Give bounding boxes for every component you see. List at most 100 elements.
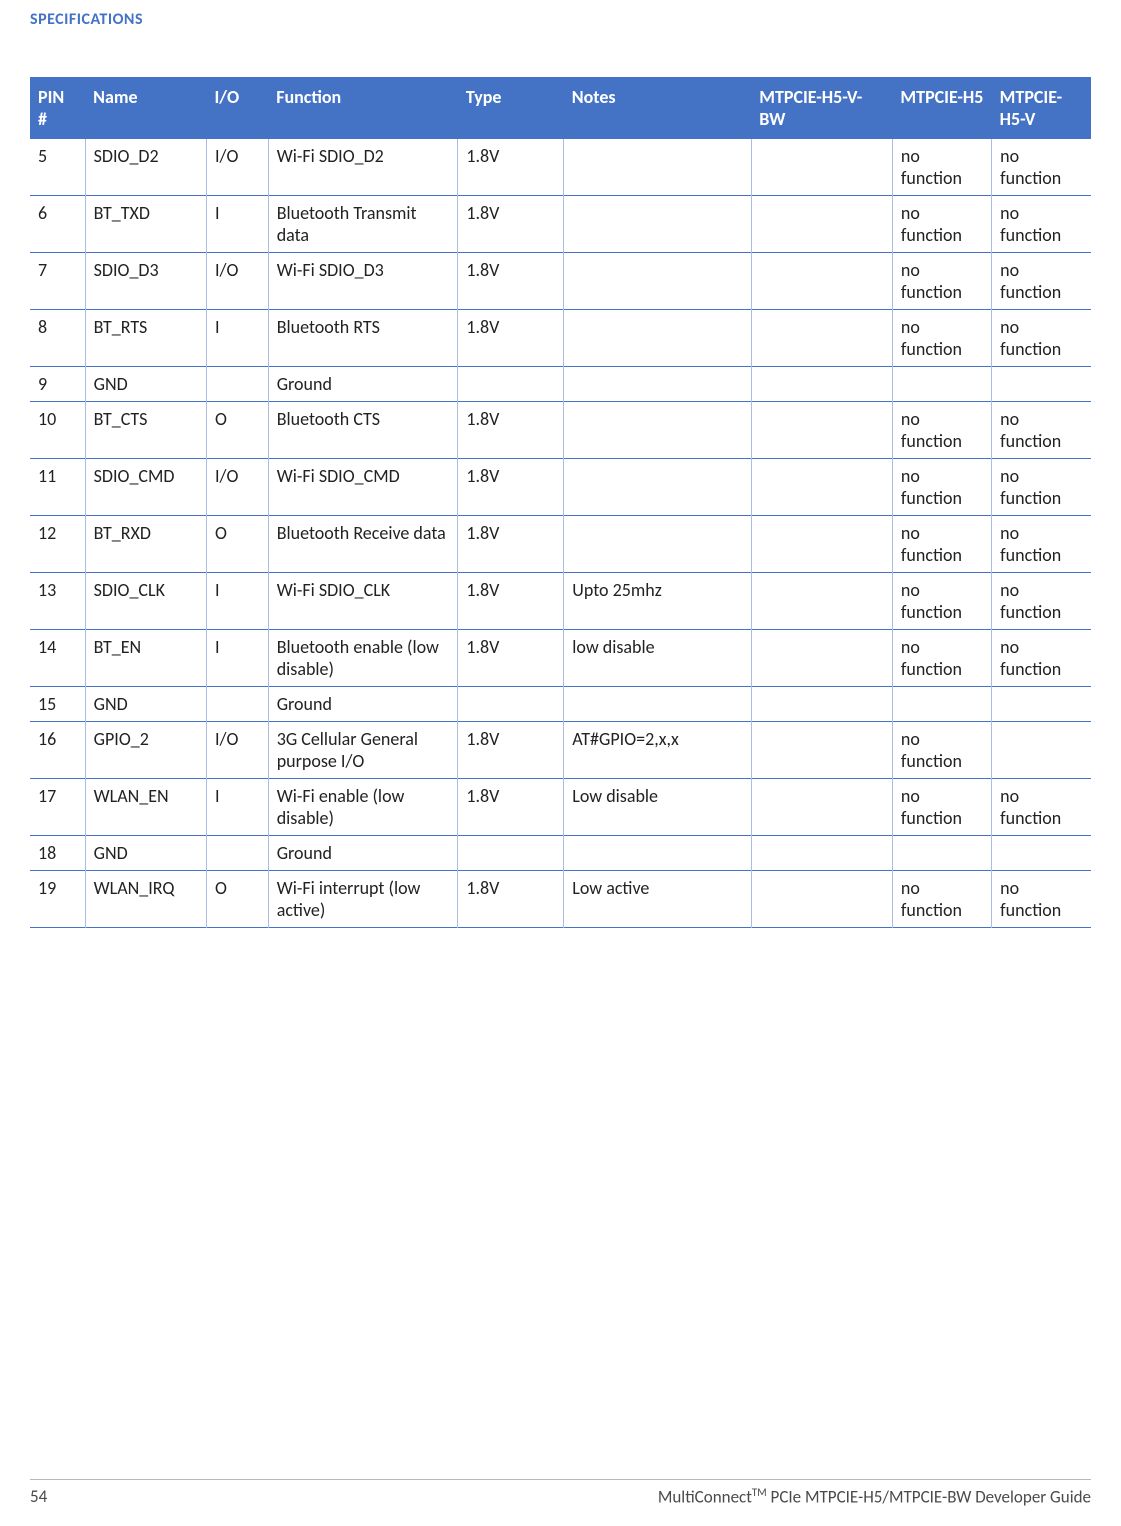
cell-mh5v: no function — [992, 779, 1091, 836]
table-row: 6BT_TXDIBluetooth Transmit data1.8Vno fu… — [30, 196, 1091, 253]
table-row: 16GPIO_2I/O3G Cellular General purpose I… — [30, 722, 1091, 779]
col-notes: Notes — [564, 78, 751, 139]
cell-io: O — [206, 871, 268, 928]
table-row: 15GNDGround — [30, 687, 1091, 722]
cell-type: 1.8V — [458, 196, 564, 253]
cell-name: GND — [85, 367, 206, 402]
col-mbw: MTPCIE-H5-V-BW — [751, 78, 892, 139]
cell-type: 1.8V — [458, 310, 564, 367]
cell-mh5: no function — [892, 779, 991, 836]
cell-mh5: no function — [892, 253, 991, 310]
cell-mh5v: no function — [992, 310, 1091, 367]
cell-notes — [564, 310, 751, 367]
table-body: 5SDIO_D2I/OWi-Fi SDIO_D21.8Vno functionn… — [30, 139, 1091, 928]
cell-mbw — [751, 367, 892, 402]
cell-type — [458, 836, 564, 871]
cell-mh5: no function — [892, 722, 991, 779]
cell-func: Bluetooth enable (low disable) — [268, 630, 458, 687]
col-pin: PIN # — [30, 78, 85, 139]
cell-mh5v — [992, 836, 1091, 871]
cell-mh5: no function — [892, 516, 991, 573]
cell-mh5v: no function — [992, 573, 1091, 630]
cell-mbw — [751, 871, 892, 928]
cell-pin: 16 — [30, 722, 85, 779]
cell-io: I — [206, 779, 268, 836]
cell-mh5v: no function — [992, 253, 1091, 310]
cell-pin: 12 — [30, 516, 85, 573]
cell-pin: 11 — [30, 459, 85, 516]
cell-notes — [564, 687, 751, 722]
cell-pin: 9 — [30, 367, 85, 402]
doc-title-prefix: MultiConnect — [658, 1487, 752, 1508]
cell-name: GND — [85, 836, 206, 871]
cell-pin: 8 — [30, 310, 85, 367]
cell-mh5: no function — [892, 630, 991, 687]
cell-mbw — [751, 630, 892, 687]
table-row: 9GNDGround — [30, 367, 1091, 402]
col-name: Name — [85, 78, 206, 139]
cell-notes — [564, 459, 751, 516]
cell-pin: 17 — [30, 779, 85, 836]
cell-mh5 — [892, 687, 991, 722]
cell-notes: Upto 25mhz — [564, 573, 751, 630]
cell-func: Bluetooth Transmit data — [268, 196, 458, 253]
trademark-symbol: TM — [752, 1486, 767, 1499]
cell-mbw — [751, 573, 892, 630]
cell-name: SDIO_D2 — [85, 139, 206, 196]
cell-pin: 18 — [30, 836, 85, 871]
cell-pin: 10 — [30, 402, 85, 459]
col-type: Type — [458, 78, 564, 139]
cell-notes — [564, 402, 751, 459]
table-row: 18GNDGround — [30, 836, 1091, 871]
cell-notes — [564, 836, 751, 871]
cell-func: Wi-Fi SDIO_CLK — [268, 573, 458, 630]
cell-mh5v: no function — [992, 516, 1091, 573]
cell-type: 1.8V — [458, 402, 564, 459]
cell-mh5v — [992, 367, 1091, 402]
cell-pin: 6 — [30, 196, 85, 253]
cell-name: BT_EN — [85, 630, 206, 687]
cell-func: 3G Cellular General purpose I/O — [268, 722, 458, 779]
cell-mh5: no function — [892, 139, 991, 196]
col-io: I/O — [206, 78, 268, 139]
table-row: 7SDIO_D3I/OWi-Fi SDIO_D31.8Vno functionn… — [30, 253, 1091, 310]
cell-notes — [564, 196, 751, 253]
cell-mh5v: no function — [992, 630, 1091, 687]
cell-mbw — [751, 516, 892, 573]
table-row: 17WLAN_ENIWi-Fi enable (low disable)1.8V… — [30, 779, 1091, 836]
cell-type: 1.8V — [458, 871, 564, 928]
cell-mh5v: no function — [992, 139, 1091, 196]
cell-name: GPIO_2 — [85, 722, 206, 779]
cell-type: 1.8V — [458, 722, 564, 779]
cell-notes: AT#GPIO=2,x,x — [564, 722, 751, 779]
cell-name: BT_TXD — [85, 196, 206, 253]
cell-func: Ground — [268, 687, 458, 722]
cell-name: WLAN_IRQ — [85, 871, 206, 928]
cell-type: 1.8V — [458, 779, 564, 836]
cell-io: I/O — [206, 253, 268, 310]
cell-func: Bluetooth Receive data — [268, 516, 458, 573]
table-row: 14BT_ENIBluetooth enable (low disable)1.… — [30, 630, 1091, 687]
cell-io: I — [206, 196, 268, 253]
cell-name: WLAN_EN — [85, 779, 206, 836]
cell-name: BT_RTS — [85, 310, 206, 367]
cell-notes — [564, 139, 751, 196]
cell-name: GND — [85, 687, 206, 722]
table-row: 19WLAN_IRQOWi-Fi interrupt (low active)1… — [30, 871, 1091, 928]
col-func: Function — [268, 78, 458, 139]
cell-mh5: no function — [892, 871, 991, 928]
table-row: 12BT_RXDOBluetooth Receive data1.8Vno fu… — [30, 516, 1091, 573]
page-number: 54 — [30, 1486, 47, 1508]
cell-pin: 19 — [30, 871, 85, 928]
cell-notes — [564, 367, 751, 402]
cell-func: Bluetooth CTS — [268, 402, 458, 459]
cell-func: Bluetooth RTS — [268, 310, 458, 367]
cell-mbw — [751, 253, 892, 310]
cell-mbw — [751, 779, 892, 836]
cell-io: O — [206, 516, 268, 573]
cell-func: Wi-Fi enable (low disable) — [268, 779, 458, 836]
cell-mbw — [751, 139, 892, 196]
doc-title-suffix: PCIe MTPCIE-H5/MTPCIE-BW Developer Guide — [767, 1487, 1091, 1508]
col-mh5v: MTPCIE-H5-V — [992, 78, 1091, 139]
cell-mbw — [751, 687, 892, 722]
